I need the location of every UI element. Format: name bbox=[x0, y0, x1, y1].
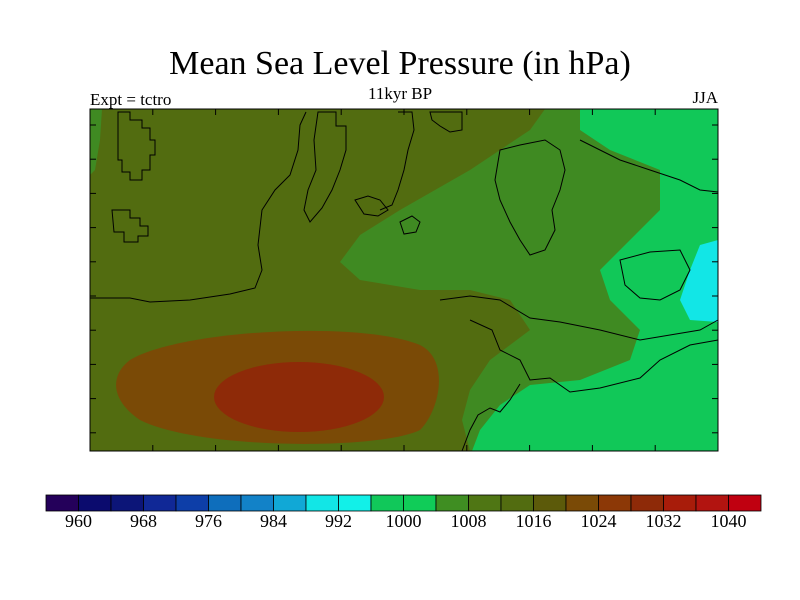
colorbar-tick-label: 992 bbox=[325, 511, 352, 531]
coastline-europe bbox=[439, 295, 719, 341]
coastline-svalbard bbox=[354, 195, 389, 217]
colorbar-tick-label: 1040 bbox=[710, 511, 747, 531]
coastline-africa bbox=[461, 383, 521, 452]
colorbar-tick-label: 976 bbox=[195, 511, 222, 531]
colorbar-swatch bbox=[565, 494, 599, 512]
colorbar-swatch bbox=[663, 494, 697, 512]
colorbar-tick-label: 1024 bbox=[580, 511, 617, 531]
coastline-arctic-island bbox=[303, 111, 347, 223]
colorbar-swatch bbox=[110, 494, 144, 512]
chart-title: Mean Sea Level Pressure (in hPa) bbox=[169, 45, 631, 82]
coastline-north-america bbox=[90, 111, 307, 303]
map-ticks bbox=[89, 109, 719, 451]
colorbar-swatch bbox=[45, 494, 79, 512]
pressure-field bbox=[90, 109, 718, 451]
colorbar-tick-label: 984 bbox=[260, 511, 287, 531]
coastline-iberia-africa bbox=[469, 319, 719, 393]
colorbar-swatch bbox=[435, 494, 469, 512]
colorbar-tick-label: 1032 bbox=[645, 511, 682, 531]
colorbar-tick-label: 1016 bbox=[515, 511, 552, 531]
experiment-label: Expt = tctro bbox=[90, 90, 172, 109]
colorbar-swatch bbox=[468, 494, 502, 512]
colorbar-swatch bbox=[533, 494, 567, 512]
colorbar-swatch bbox=[338, 494, 372, 512]
colorbar-swatch bbox=[598, 494, 632, 512]
colorbar-swatch bbox=[208, 494, 242, 512]
colorbar-swatch bbox=[728, 494, 762, 512]
chart-subtitle: 11kyr BP bbox=[367, 84, 433, 103]
season-label: JJA bbox=[692, 88, 718, 107]
pressure-band-1000 bbox=[680, 240, 718, 322]
colorbar-tick-label: 1008 bbox=[450, 511, 487, 531]
coastline-island-small bbox=[399, 215, 421, 235]
colorbar-swatch bbox=[175, 494, 209, 512]
colorbar-swatch bbox=[240, 494, 274, 512]
coastlines bbox=[90, 111, 719, 452]
colorbar bbox=[45, 494, 762, 512]
coastline-west-islands bbox=[111, 209, 149, 243]
pressure-band-1008 bbox=[472, 109, 718, 451]
colorbar-swatch bbox=[78, 494, 112, 512]
coastline-scandinavia-north bbox=[379, 111, 415, 211]
colorbar-swatch bbox=[630, 494, 664, 512]
colorbar-swatch bbox=[305, 494, 339, 512]
pressure-band-1028 bbox=[214, 362, 384, 432]
colorbar-swatch bbox=[273, 494, 307, 512]
coastline-caspian bbox=[619, 249, 691, 301]
colorbar-tick-label: 1000 bbox=[385, 511, 422, 531]
colorbar-swatch bbox=[403, 494, 437, 512]
coastline-east-land bbox=[429, 111, 463, 133]
coastline-asia bbox=[579, 139, 719, 193]
colorbar-swatch bbox=[500, 494, 534, 512]
coastline-scandinavia bbox=[494, 139, 566, 256]
colorbar-swatch bbox=[143, 494, 177, 512]
colorbar-tick-label: 968 bbox=[130, 511, 157, 531]
colorbar-swatch bbox=[695, 494, 729, 512]
colorbar-swatch bbox=[370, 494, 404, 512]
coastline-greenland bbox=[117, 111, 156, 181]
colorbar-tick-label: 960 bbox=[65, 511, 92, 531]
